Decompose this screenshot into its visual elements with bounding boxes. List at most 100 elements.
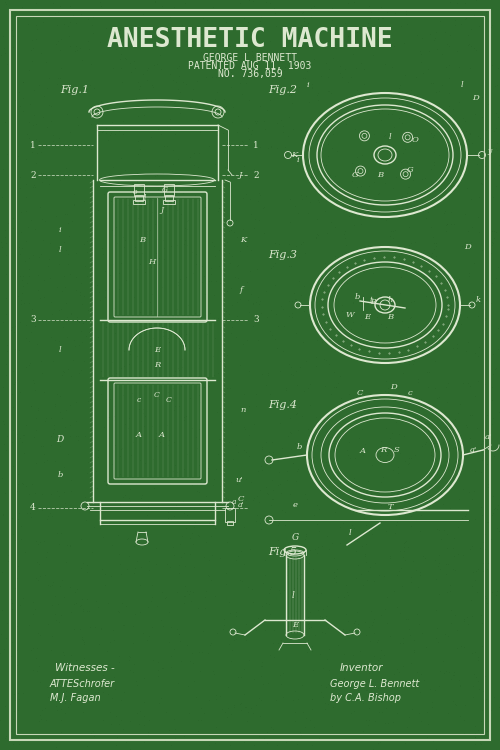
Point <box>442 225 450 237</box>
Point <box>359 579 367 591</box>
Point <box>273 342 281 354</box>
Point <box>172 62 180 74</box>
Point <box>134 535 141 547</box>
Point <box>260 116 268 128</box>
Point <box>368 528 376 540</box>
Point <box>464 39 472 51</box>
Point <box>386 307 394 319</box>
Point <box>302 493 310 505</box>
Text: h: h <box>388 296 392 304</box>
Point <box>202 585 209 597</box>
Point <box>110 302 118 314</box>
Point <box>442 273 450 285</box>
Point <box>126 57 134 69</box>
Point <box>350 347 358 359</box>
Point <box>438 48 446 60</box>
Point <box>286 216 294 228</box>
Point <box>188 422 196 434</box>
Point <box>362 556 370 568</box>
Point <box>272 237 280 249</box>
Point <box>469 680 477 692</box>
Point <box>134 148 141 160</box>
Point <box>312 176 320 188</box>
Point <box>325 643 333 655</box>
Point <box>427 76 435 88</box>
Point <box>146 307 154 319</box>
Point <box>324 622 332 634</box>
Point <box>292 364 300 376</box>
Point <box>280 584 287 596</box>
Point <box>418 4 426 16</box>
Point <box>196 126 203 138</box>
Point <box>114 656 122 668</box>
Point <box>38 141 46 153</box>
Point <box>27 644 35 656</box>
Point <box>140 23 148 35</box>
Point <box>228 116 236 128</box>
Point <box>297 190 305 202</box>
Point <box>96 509 104 520</box>
Point <box>76 42 84 54</box>
Point <box>108 317 116 329</box>
Point <box>470 8 478 20</box>
Point <box>276 22 284 34</box>
Point <box>200 625 207 637</box>
Point <box>142 509 150 521</box>
Point <box>326 342 334 354</box>
Point <box>329 701 337 713</box>
Point <box>85 387 93 399</box>
Point <box>210 313 218 325</box>
Point <box>162 140 170 152</box>
Point <box>72 40 80 53</box>
Point <box>180 547 188 559</box>
Point <box>106 393 114 405</box>
Point <box>116 24 124 36</box>
Point <box>182 78 190 90</box>
Point <box>252 515 260 527</box>
Point <box>172 400 179 412</box>
Point <box>266 304 274 316</box>
Point <box>6 175 14 187</box>
Point <box>460 615 468 627</box>
Point <box>176 559 184 571</box>
Point <box>164 440 172 452</box>
Point <box>16 248 24 259</box>
Point <box>88 239 96 251</box>
Point <box>242 473 250 485</box>
Point <box>430 403 438 415</box>
Point <box>63 208 71 220</box>
Point <box>83 235 91 247</box>
Point <box>283 464 291 476</box>
Point <box>66 40 74 52</box>
Point <box>444 157 452 169</box>
Point <box>244 16 252 28</box>
Point <box>18 274 26 286</box>
Point <box>226 40 234 53</box>
Point <box>36 570 44 582</box>
Point <box>478 454 486 466</box>
Point <box>201 202 209 214</box>
Point <box>276 114 284 126</box>
Point <box>56 257 64 269</box>
Point <box>244 46 252 58</box>
Point <box>116 450 124 462</box>
Point <box>144 729 152 741</box>
Point <box>86 682 94 694</box>
Point <box>310 664 318 676</box>
Point <box>218 445 226 457</box>
Point <box>228 321 236 333</box>
Point <box>446 585 454 597</box>
Point <box>25 619 33 631</box>
Point <box>34 269 42 281</box>
Point <box>205 554 213 566</box>
Point <box>131 526 139 538</box>
Point <box>106 734 114 746</box>
Point <box>84 728 92 740</box>
Point <box>395 82 403 94</box>
Point <box>112 710 120 722</box>
Point <box>8 512 16 524</box>
Point <box>464 267 472 279</box>
Point <box>29 642 37 654</box>
Point <box>388 61 396 73</box>
Point <box>54 7 62 19</box>
